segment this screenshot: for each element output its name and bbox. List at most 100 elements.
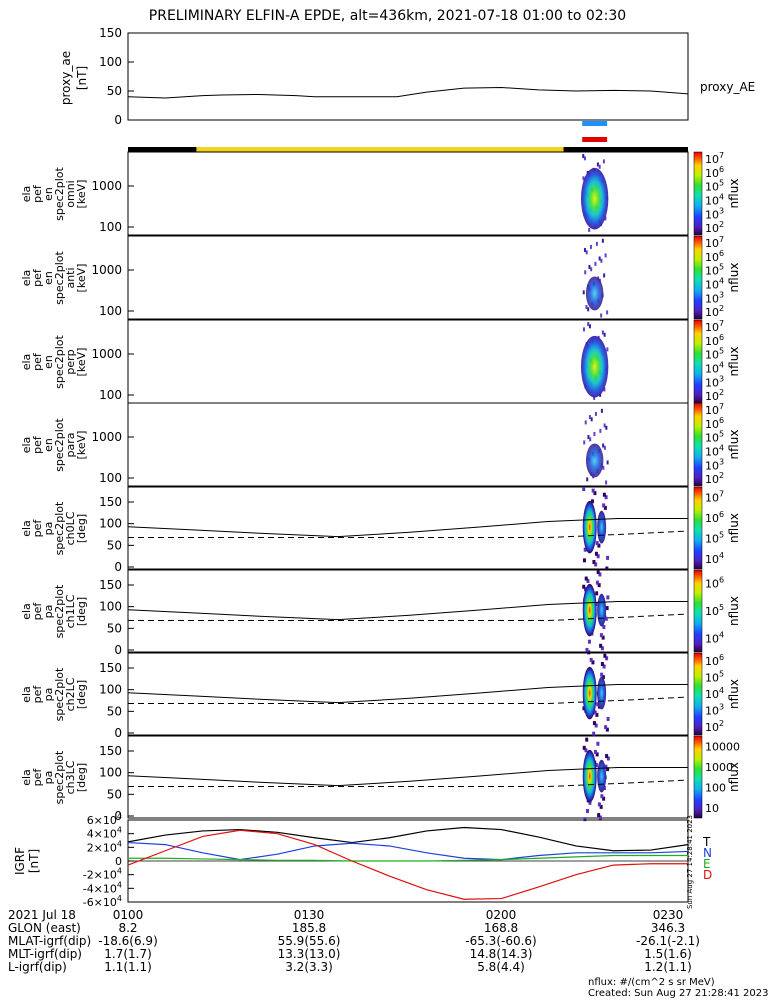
footer-row-label: MLAT-igrf(dip): [8, 934, 92, 948]
energy-spectrogram-ylabel: spec2plot: [53, 418, 66, 472]
pitch-spectrogram-ytick: 150: [99, 495, 122, 509]
spectrogram-speckle: [603, 423, 606, 428]
energy-spectrogram-ytick: 1000: [91, 430, 122, 444]
proxy-ae-ytick: 50: [107, 84, 122, 98]
pitch-colorbar-bar: [693, 652, 703, 736]
spectrogram-speckle: [605, 656, 609, 661]
energy-spectrogram-ytick: 100: [99, 388, 122, 402]
energy-colorbar-tick: 106: [705, 249, 724, 264]
anti-loss-cone-line: [128, 696, 689, 705]
spectrogram-speckle: [600, 672, 604, 677]
energy-spectrogram-ylabel: pef: [31, 184, 44, 203]
spectrogram-speckle: [602, 465, 605, 470]
spectrogram-speckle: [600, 646, 604, 651]
pitch-colorbar-bar: [693, 486, 703, 570]
energy-colorbar-tick: 103: [705, 457, 724, 472]
spectrogram-speckle: [605, 727, 609, 732]
spectrogram-speckle: [598, 164, 601, 169]
spectrogram-speckle: [588, 415, 591, 420]
spectrogram-speckle: [602, 624, 606, 629]
pitch-spectrogram-ylabel: ela: [20, 686, 33, 703]
pitch-spectrogram-frame: [127, 486, 689, 570]
spectrogram-speckle: [586, 579, 590, 584]
spectrogram-speckle: [589, 437, 592, 442]
spectrogram-speckle: [587, 307, 590, 312]
energy-spectrogram-ylabel: ela: [20, 354, 33, 371]
energy-colorbar-tick: 102: [705, 388, 724, 403]
energy-spectrogram-ylabel: ela: [20, 270, 33, 287]
pitch-spectrogram-ylabel: spec2plot: [53, 750, 66, 804]
spectrogram-speckle: [594, 562, 598, 567]
pitch-colorbar-tick: 1000: [705, 761, 733, 774]
proxy-ae-ytick: 100: [99, 55, 122, 69]
spectrogram-speckle: [593, 431, 596, 436]
pitch-spectrogram-frame: [127, 569, 689, 653]
pitch-colorbar-label: nflux: [727, 513, 741, 543]
energy-colorbar-tick: 107: [705, 319, 724, 334]
energy-colorbar-label: nflux: [727, 179, 741, 209]
energy-colorbar-tick: 102: [705, 471, 724, 486]
spectrogram-blob: [582, 500, 597, 554]
spectrogram-speckle: [585, 737, 589, 742]
energy-spectrogram-ylabel: en: [42, 271, 55, 285]
spectrogram-speckle: [594, 723, 598, 728]
footer-row-value: 346.3: [650, 921, 686, 935]
spectrogram-speckle: [586, 477, 589, 482]
energy-spectrogram-ylabel: para: [64, 433, 77, 458]
energy-colorbar-label: nflux: [727, 430, 741, 460]
energy-colorbar-tick: 104: [705, 192, 724, 207]
spectrogram-speckle: [600, 258, 603, 263]
spectrogram-speckle: [582, 745, 586, 750]
spectrogram-speckle: [606, 716, 610, 721]
energy-spectrogram-ylabel: en: [42, 355, 55, 369]
energy-spectrogram-ytick: 1000: [91, 263, 122, 277]
spectrogram-blob: [582, 583, 597, 637]
energy-colorbar-bar: [693, 235, 703, 320]
spectrogram-speckle: [602, 664, 606, 669]
spectrogram-blob: [597, 593, 607, 627]
units-note: nflux: #/(cm^2 s sr MeV): [588, 977, 715, 988]
status-bar-segment: [196, 147, 564, 152]
spectrogram-speckle: [590, 417, 593, 422]
pitch-spectrogram-ylabel: pef: [31, 768, 44, 787]
footer-row-value: 55.9(55.6): [277, 934, 341, 948]
footer-row-value: 0130: [293, 908, 325, 922]
spectrogram-speckle: [598, 256, 601, 261]
loss-cone-line: [127, 683, 688, 704]
pitch-spectrogram-ylabel: ch3LC: [64, 760, 77, 794]
spectrogram-blob: [580, 167, 609, 230]
footer-row-value: 5.8(4.4): [477, 960, 525, 974]
pitch-spectrogram-ylabel: spec2plot: [53, 584, 66, 638]
pitch-spectrogram-ytick: 100: [99, 683, 122, 697]
energy-colorbar-tick: 103: [705, 290, 724, 305]
spectrogram-speckle: [597, 543, 601, 548]
spectrogram-speckle: [606, 460, 609, 465]
pitch-spectrogram-ylabel: ch1LC: [64, 594, 77, 628]
spectrogram-speckle: [605, 425, 608, 430]
spectrogram-speckle: [595, 580, 599, 585]
spectrogram-speckle: [594, 763, 598, 768]
spectrogram-speckle: [588, 324, 591, 329]
igrf-legend-D: D: [703, 868, 712, 882]
spectrogram-speckle: [584, 420, 587, 425]
pitch-spectrogram-ytick: 0: [114, 643, 122, 657]
spectrogram-speckle: [585, 304, 588, 309]
pitch-colorbar-tick: 105: [705, 670, 724, 685]
spectrogram-speckle: [602, 503, 606, 508]
side-timestamp: Sun Aug 27 14:28:41 2023: [686, 815, 694, 909]
spectrogram-speckle: [585, 647, 589, 652]
pitch-spectrogram-ytick: 150: [99, 661, 122, 675]
loss-cone-line: [127, 517, 688, 538]
energy-colorbar-tick: 107: [705, 151, 724, 166]
pitch-colorbar-tick: 104: [705, 686, 724, 701]
pitch-spectrogram-ytick: 50: [107, 538, 122, 552]
energy-spectrogram-ylabel: omni: [64, 180, 77, 207]
energy-spectrogram-ylabel: en: [42, 187, 55, 201]
spectrogram-speckle: [606, 595, 610, 600]
spectrogram-speckle: [595, 712, 599, 717]
footer-row-value: 3.2(3.3): [285, 960, 333, 974]
pitch-spectrogram-ytick: 0: [114, 560, 122, 574]
spectrogram-speckle: [594, 261, 597, 266]
spectrogram-blob: [597, 759, 607, 793]
spectrogram-speckle: [583, 587, 587, 592]
